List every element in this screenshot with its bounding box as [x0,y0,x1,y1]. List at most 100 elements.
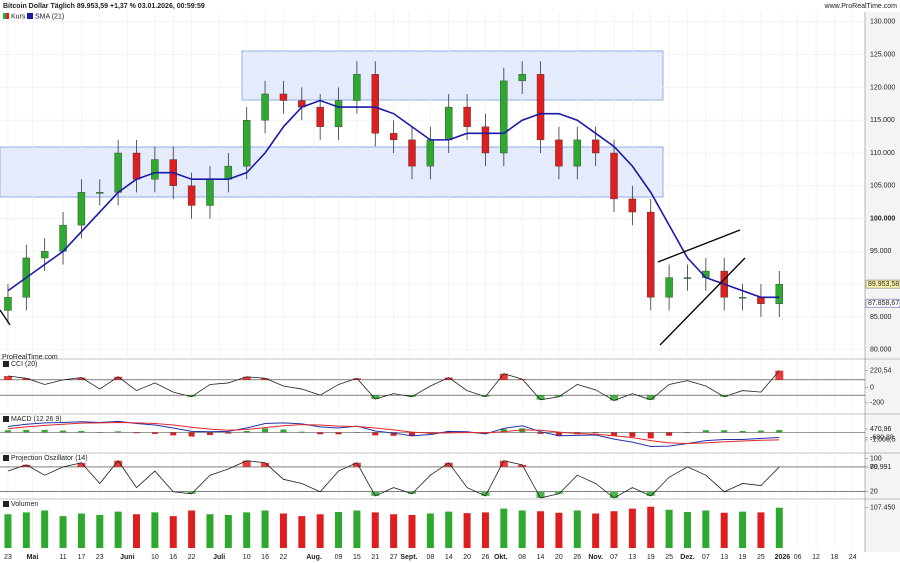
y-tick-label: 120.000 [870,84,895,91]
volume-bar [169,516,177,548]
candle-body [151,159,159,180]
x-tick-label: 22 [188,554,196,561]
oscillator-fill [261,462,270,467]
macd-histogram [500,429,507,433]
x-tick-label: 10 [151,554,159,561]
oscillator-fill [114,376,123,380]
macd-line [7,421,780,445]
sma-label: 87.858,67 [868,300,899,307]
panel-swatch [3,501,9,507]
x-tick-label: 06 [794,554,802,561]
macd-histogram [537,432,544,434]
volume-bar [775,507,783,548]
oscillator-fill [22,464,31,467]
volume-bar [353,510,361,548]
macd-histogram [739,430,746,433]
oscillator-fill [554,491,563,494]
volume-bar [739,511,747,548]
trend-line [0,309,11,326]
y-tick-label: 115.000 [870,117,895,124]
volume-bar [647,506,655,548]
trend-line [657,229,741,263]
candle-body [353,74,361,101]
volume-bar [481,512,489,548]
volume-bar [188,510,196,548]
volume-bar [243,512,251,548]
y-tick-label: 130.000 [870,19,895,26]
macd-histogram [592,432,599,434]
volume-bar [298,516,306,548]
volume-bar [390,514,398,548]
oscillator-fill [720,395,729,397]
oscillator-fill [499,460,508,467]
x-tick-label: 21 [371,554,379,561]
candle-body [757,297,765,305]
volume-bar [133,514,141,548]
y-tick-label: -1.006,5 [870,437,896,444]
candle-body [389,133,398,141]
volume-bar [592,513,600,548]
oscillator-fill [22,378,31,380]
volume-bar [408,515,416,548]
x-tick-label: 15 [353,554,361,561]
x-tick-label: 20 [555,554,563,561]
oscillator-fill [610,491,619,498]
x-tick-label: 09 [335,554,343,561]
candle-body [518,74,526,82]
oscillator-fill [536,395,545,400]
x-tick-label: Dez. [680,554,694,561]
candle-body [408,139,416,167]
x-tick-label: 16 [261,554,269,561]
macd-histogram [133,432,140,434]
macd-histogram [206,432,213,436]
macd-histogram [170,432,177,436]
panel-swatch [3,361,9,367]
candle-body [610,152,618,200]
x-tick-label: 17 [78,554,86,561]
indicator-line [7,370,780,401]
macd-histogram [519,428,526,433]
volume-bar [518,510,526,548]
candle-body [371,74,379,134]
x-tick-label: Okt. [494,554,508,561]
macd-histogram [243,430,250,433]
macd-histogram [78,430,85,433]
title: Bitcoin Dollar Täglich 89.953,59 +1,37 %… [3,3,205,10]
y-tick-label: -680,88 [870,434,894,441]
x-tick-label: 10 [243,554,251,561]
x-tick-label: 23 [4,554,12,561]
x-tick-label: 12 [812,554,820,561]
candle-body [279,93,288,101]
candle-body [4,297,12,311]
y-tick-label: 95.000 [870,248,892,255]
macd-histogram [629,432,636,437]
sma-tag [865,298,900,308]
volume-bar [41,510,49,548]
x-tick-label: 23 [96,554,104,561]
y-tick-label: 80 [870,464,878,471]
volume-bar [500,508,508,548]
site: www.ProRealTime.com [824,3,898,10]
macd-histogram [298,431,305,433]
macd-histogram [702,430,709,433]
panel-title: Volumen [11,501,38,508]
volume-bar [261,510,269,548]
macd-histogram [647,432,654,439]
indicator-line [7,460,780,499]
candle-body [738,297,747,299]
y-tick-label: 107.450 [870,505,895,512]
y-tick-label: 100.000 [870,215,895,222]
oscillator-fill [77,462,86,467]
oscillator-fill [371,395,380,400]
macd-histogram [721,430,728,433]
macd-line [7,420,780,448]
trend-line [659,257,746,346]
volume-bar [426,513,434,548]
volume-bar [335,512,343,548]
x-tick-label: 11 [59,554,66,561]
candle-body [132,152,141,180]
candle-body [77,192,86,226]
x-tick-label: Nov. [588,554,603,561]
panel-title: Projection Oszillator (14) [11,455,88,462]
